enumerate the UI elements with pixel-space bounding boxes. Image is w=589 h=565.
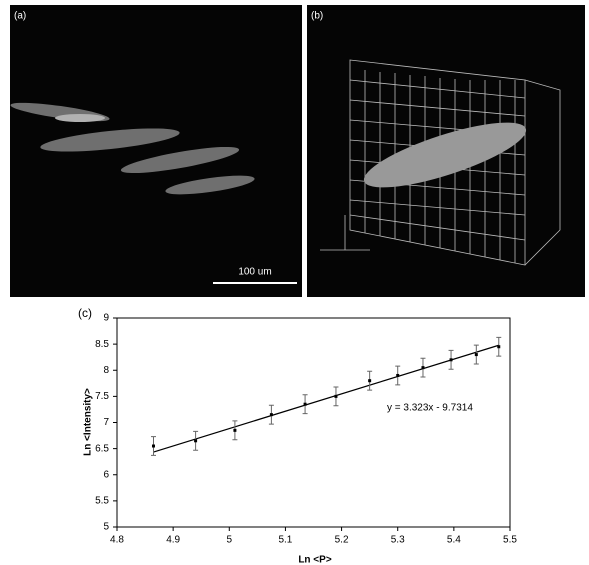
point <box>269 413 273 417</box>
point <box>449 358 453 362</box>
x-tick-label: 5.5 <box>503 535 517 546</box>
panel-label: (a) <box>14 11 26 22</box>
y-tick-label: 7.5 <box>95 391 109 402</box>
x-tick-label: 5.4 <box>447 535 461 546</box>
point <box>421 366 425 370</box>
y-tick-label: 6.5 <box>95 443 109 454</box>
y-tick-label: 9 <box>103 313 109 324</box>
y-axis-label: Ln <Intensity> <box>83 388 94 456</box>
point <box>151 444 155 448</box>
image-a-content <box>10 102 255 195</box>
trendline <box>153 344 499 453</box>
panel-label: (c) <box>78 306 92 320</box>
x-tick-label: 5.1 <box>278 535 292 546</box>
y-tick-label: 7 <box>103 417 109 428</box>
x-axis-label: Ln <P> <box>298 555 332 565</box>
point <box>396 373 400 377</box>
point <box>233 428 237 432</box>
x-tick-label: 5.2 <box>335 535 349 546</box>
y-tick-label: 8.5 <box>95 339 109 350</box>
plot-frame <box>116 317 511 528</box>
trendline-label: y = 3.323x - 9.7314 <box>387 403 473 414</box>
y-tick-label: 5 <box>103 522 109 533</box>
y-tick-label: 8 <box>103 365 109 376</box>
y-tick-label: 5.5 <box>95 496 109 507</box>
x-tick-label: 4.8 <box>110 535 124 546</box>
point <box>474 353 478 357</box>
point <box>497 345 501 349</box>
point <box>334 394 338 398</box>
point <box>368 379 372 383</box>
image-b-structure <box>363 122 527 188</box>
scale-bar-label: 100 um <box>238 267 271 278</box>
x-tick-label: 5.3 <box>391 535 405 546</box>
y-tick-label: 6 <box>103 469 109 480</box>
panel-label: (b) <box>311 11 323 22</box>
point <box>303 402 307 406</box>
x-tick-label: 4.9 <box>166 535 180 546</box>
point <box>194 439 198 443</box>
x-tick-label: 5 <box>227 535 233 546</box>
